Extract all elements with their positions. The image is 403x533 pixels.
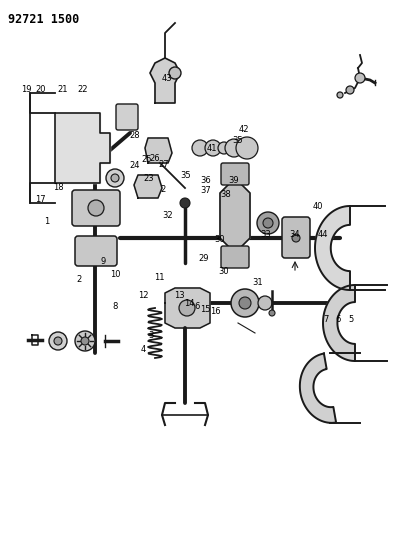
FancyBboxPatch shape [72, 190, 120, 226]
Text: 35: 35 [180, 172, 191, 180]
Text: 38: 38 [220, 190, 231, 199]
Circle shape [236, 137, 258, 159]
Text: 30: 30 [214, 236, 225, 244]
Circle shape [179, 300, 195, 316]
Text: 22: 22 [77, 85, 88, 94]
Circle shape [292, 234, 300, 242]
Polygon shape [220, 183, 250, 248]
Circle shape [81, 337, 89, 345]
Text: 14: 14 [184, 300, 195, 308]
Polygon shape [165, 288, 210, 328]
Text: 21: 21 [57, 85, 68, 94]
Circle shape [355, 73, 365, 83]
Text: 13: 13 [174, 292, 185, 300]
Text: 11: 11 [154, 273, 164, 281]
Circle shape [169, 67, 181, 79]
Text: 20: 20 [35, 85, 46, 94]
Text: 44: 44 [317, 230, 328, 239]
Circle shape [239, 297, 251, 309]
Polygon shape [145, 138, 172, 163]
Circle shape [269, 310, 275, 316]
Text: 4: 4 [140, 345, 146, 353]
Text: 12: 12 [138, 292, 148, 300]
Text: 92721 1500: 92721 1500 [8, 13, 79, 26]
Circle shape [218, 142, 230, 154]
Circle shape [257, 212, 279, 234]
Text: 30: 30 [218, 268, 229, 276]
Circle shape [106, 169, 124, 187]
Polygon shape [150, 58, 180, 103]
Circle shape [337, 92, 343, 98]
Text: 29: 29 [198, 254, 209, 263]
Circle shape [225, 139, 243, 157]
Text: 26: 26 [150, 155, 160, 163]
Text: 5: 5 [348, 316, 353, 324]
Circle shape [258, 296, 272, 310]
Text: 16: 16 [210, 308, 221, 316]
Text: 17: 17 [35, 196, 46, 204]
Text: 43: 43 [162, 75, 172, 83]
Text: 35: 35 [233, 136, 243, 144]
Text: 6: 6 [336, 316, 341, 324]
Text: 36: 36 [200, 176, 211, 184]
Polygon shape [134, 175, 162, 198]
Text: 34: 34 [289, 230, 299, 239]
Circle shape [88, 200, 104, 216]
Text: 39: 39 [229, 176, 239, 184]
Polygon shape [323, 285, 355, 361]
Circle shape [49, 332, 67, 350]
Text: 10: 10 [110, 270, 120, 279]
Polygon shape [300, 353, 336, 423]
Circle shape [75, 331, 95, 351]
Text: 9: 9 [100, 257, 106, 265]
Circle shape [231, 289, 259, 317]
Text: 1: 1 [44, 217, 49, 225]
Text: 37: 37 [200, 187, 211, 195]
Text: 19: 19 [21, 85, 31, 94]
Text: 2: 2 [160, 185, 166, 193]
Text: 7: 7 [324, 316, 329, 324]
FancyBboxPatch shape [75, 236, 117, 266]
Text: 31: 31 [253, 278, 263, 287]
Text: 15: 15 [200, 305, 211, 313]
Text: 32: 32 [162, 212, 172, 220]
Text: 18: 18 [53, 183, 64, 192]
Text: 8: 8 [112, 302, 118, 311]
Text: 23: 23 [144, 174, 154, 183]
Circle shape [54, 337, 62, 345]
Circle shape [192, 140, 208, 156]
Circle shape [263, 218, 273, 228]
Text: 41: 41 [206, 144, 217, 152]
Text: 6: 6 [195, 302, 200, 311]
Circle shape [111, 174, 119, 182]
Text: 24: 24 [130, 161, 140, 169]
Text: 27: 27 [158, 160, 168, 168]
Circle shape [346, 86, 354, 94]
Text: 28: 28 [130, 132, 140, 140]
Text: 3: 3 [148, 332, 154, 340]
FancyBboxPatch shape [221, 163, 249, 185]
Circle shape [205, 140, 221, 156]
FancyBboxPatch shape [282, 217, 310, 258]
Text: 42: 42 [239, 125, 249, 134]
Text: 33: 33 [261, 230, 271, 239]
Polygon shape [315, 206, 350, 290]
Text: 2: 2 [76, 276, 81, 284]
Text: 25: 25 [142, 156, 152, 164]
Polygon shape [55, 113, 110, 183]
Text: 40: 40 [313, 203, 324, 211]
FancyBboxPatch shape [221, 246, 249, 268]
Circle shape [180, 198, 190, 208]
FancyBboxPatch shape [116, 104, 138, 130]
